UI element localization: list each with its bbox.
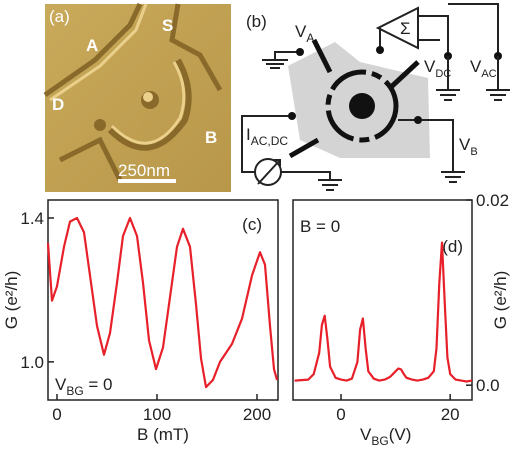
label-rest: (V) [389,425,412,444]
amplifier-label: Σ [400,19,411,38]
panel-label: (b) [246,12,267,31]
y-tick-label: 1.4 [20,209,44,228]
terminal-label: B [205,128,217,147]
voltage-label: VA [295,22,314,45]
x-axis-label: VBG(V) [360,425,411,448]
voltage-label: VDC [424,57,451,80]
label-main: I [246,125,251,144]
plot-frame [47,199,279,401]
x-tick-label: 100 [143,405,171,424]
data-line [46,216,279,389]
data-line [294,241,473,383]
panel-label: (a) [49,7,70,26]
panel-label: (d) [442,237,463,256]
y-axis-label: G (e²/h) [2,271,21,330]
afm-image [43,2,231,192]
label-sub: AC,DC [251,134,289,148]
annotation: VBG = 0 [55,375,113,398]
annotation-sub: BG [66,384,83,398]
voltage-label: VB [459,135,478,158]
label-sub: BG [371,434,388,448]
x-tick-label: 200 [243,405,271,424]
panel-label: (c) [242,215,262,234]
label-sub: AC [481,68,496,80]
label-main: V [470,57,482,76]
x-axis-label: B (mT) [137,425,189,444]
y-tick-label: 1.0 [20,353,44,372]
annotation-main: V [55,375,67,394]
annotation: B = 0 [300,217,340,236]
label-sub: A [306,31,314,45]
x-tick-label: 0 [52,405,61,424]
terminal-label: A [86,36,98,55]
terminal-label: S [162,16,173,35]
x-tick-label: 0 [336,405,345,424]
plot-frame [292,199,473,401]
y-tick-label: 0.02 [476,191,509,210]
scale-bar-label: 250nm [118,161,170,180]
voltage-label: VAC [470,57,497,80]
schematic [241,3,510,191]
annotation-rest: = 0 [84,375,113,394]
x-tick-label: 20 [441,405,460,424]
label-main: V [360,425,372,444]
label-main: V [424,57,436,76]
label-main: V [295,22,307,41]
current-label: IAC,DC [246,125,288,148]
terminal-label: D [52,95,64,114]
y-axis-label: G (e²/h) [491,271,510,330]
y-tick-label: 0.0 [476,376,500,395]
label-main: V [459,135,471,154]
label-sub: DC [435,68,451,80]
label-sub: B [470,146,477,158]
